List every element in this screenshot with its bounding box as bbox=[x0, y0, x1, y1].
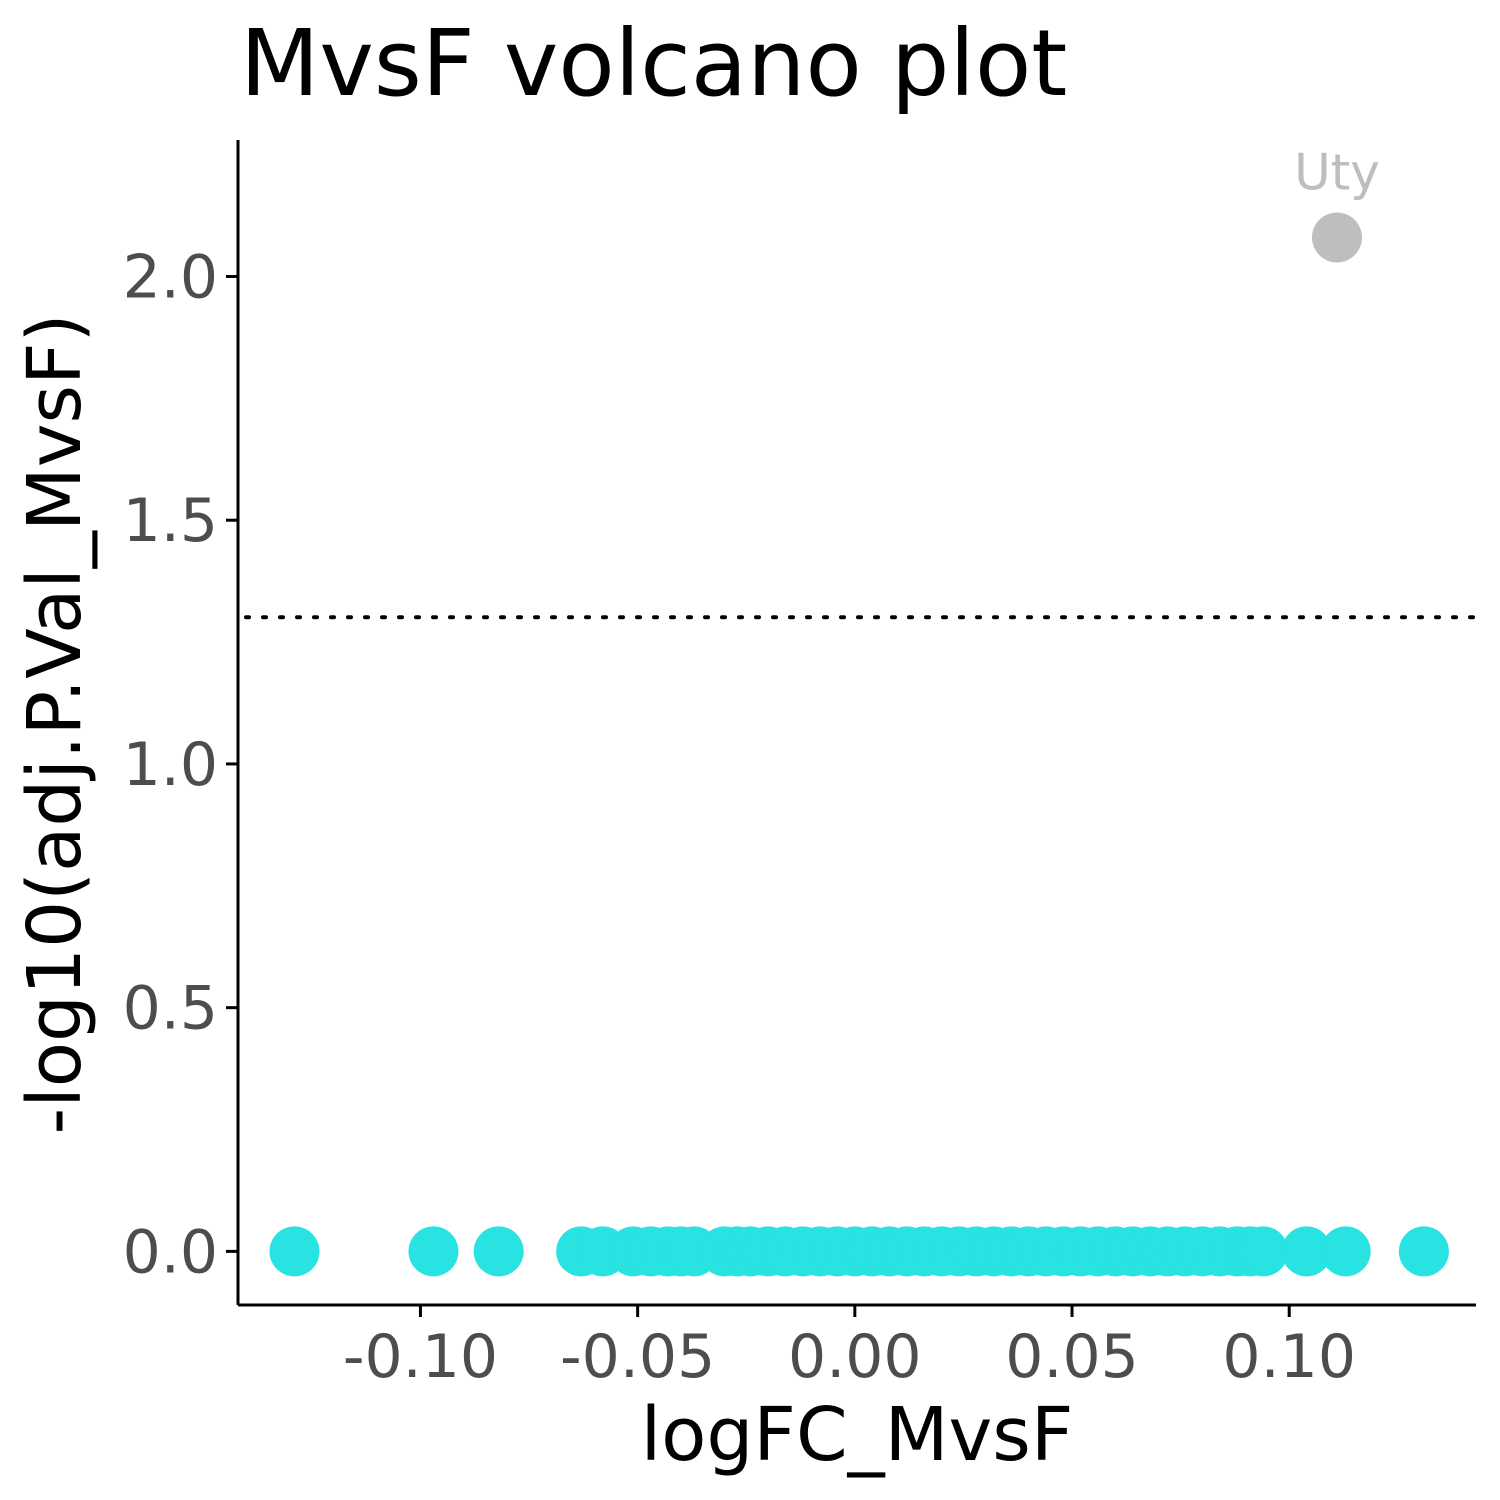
x-axis-title: logFC_MvsF bbox=[641, 1392, 1074, 1478]
x-tick-label: -0.10 bbox=[343, 1322, 498, 1392]
data-point bbox=[269, 1226, 320, 1277]
data-point bbox=[473, 1226, 524, 1277]
data-point bbox=[1281, 1226, 1332, 1277]
data-point bbox=[408, 1226, 459, 1277]
y-tick-label: 1.0 bbox=[123, 730, 218, 800]
x-tick-label: 0.05 bbox=[1005, 1322, 1139, 1392]
y-axis-ticks: 0.0 0.5 1.0 1.5 2.0 bbox=[123, 242, 238, 1287]
data-point bbox=[1311, 212, 1362, 263]
x-tick-label: 0.10 bbox=[1222, 1322, 1356, 1392]
x-tick-label: -0.05 bbox=[560, 1322, 715, 1392]
y-tick-label: 1.5 bbox=[123, 486, 218, 556]
point-labels-layer: Uty bbox=[1294, 143, 1380, 201]
y-tick-label: 0.5 bbox=[123, 974, 218, 1044]
point-label: Uty bbox=[1294, 143, 1380, 201]
chart-title: MvsF volcano plot bbox=[240, 10, 1067, 117]
data-point bbox=[1398, 1226, 1449, 1277]
points-layer bbox=[269, 212, 1449, 1277]
x-tick-label: 0.00 bbox=[788, 1322, 922, 1392]
data-point bbox=[1320, 1226, 1371, 1277]
data-point bbox=[1238, 1226, 1289, 1277]
y-tick-label: 0.0 bbox=[123, 1217, 218, 1287]
x-axis-ticks: -0.10 -0.05 0.00 0.05 0.10 bbox=[343, 1305, 1356, 1392]
y-axis-title: -log10(adj.P.Val_MvsF) bbox=[12, 314, 98, 1135]
y-tick-label: 2.0 bbox=[123, 242, 218, 312]
